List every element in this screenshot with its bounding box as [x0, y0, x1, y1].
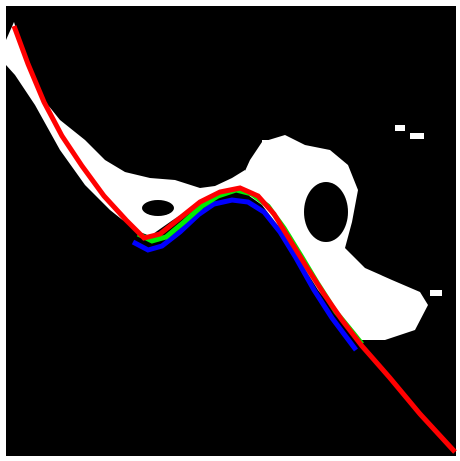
- mask-view: [0, 0, 460, 461]
- mask-hole: [304, 182, 348, 242]
- mask-speck: [262, 140, 272, 148]
- page: [0, 0, 460, 461]
- background: [6, 6, 456, 456]
- mask-speck: [410, 133, 424, 139]
- mask-speck: [430, 290, 442, 296]
- mask-hole: [142, 200, 174, 216]
- mask-speck: [395, 125, 405, 131]
